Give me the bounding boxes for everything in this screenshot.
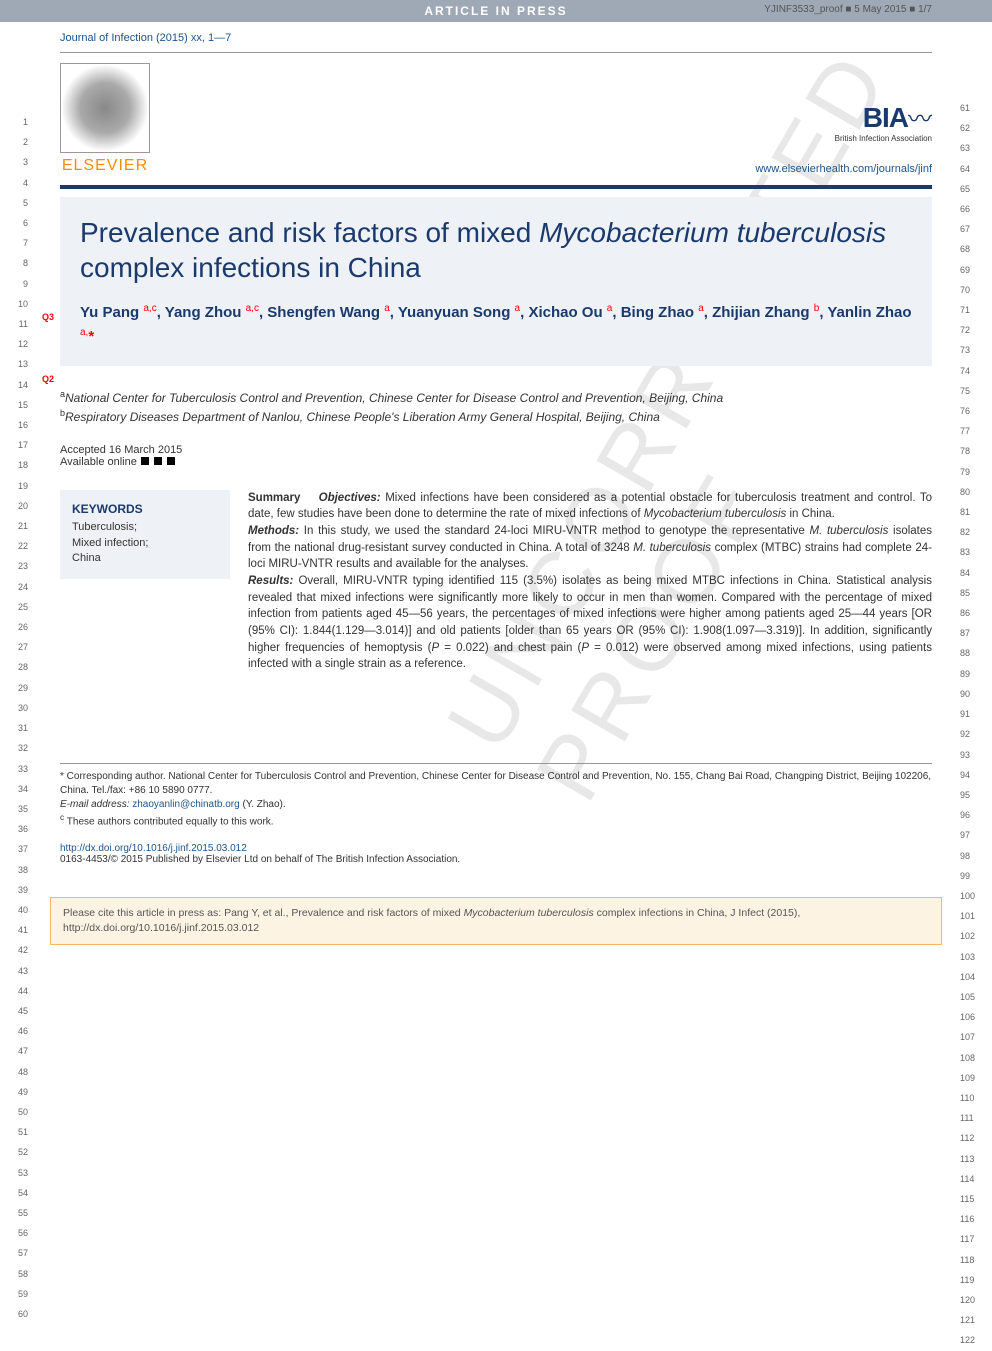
bia-logo-block: BIA〰 British Infection Association www.e… [755,99,932,175]
bia-logo: BIA〰 [755,99,932,134]
blackbox-icon [141,457,149,465]
dates-block: Accepted 16 March 2015 Available online [60,444,932,468]
title-block: Q3 Prevalence and risk factors of mixed … [60,197,932,366]
affiliation-a: aNational Center for Tuberculosis Contro… [60,388,932,407]
results-text: Overall, MIRU-VNTR typing identified 115… [248,575,932,670]
publisher-header: ELSEVIER BIA〰 British Infection Associat… [60,52,932,189]
email-line: E-mail address: zhaoyanlin@chinatb.org (… [60,798,932,812]
doi-block: http://dx.doi.org/10.1016/j.jinf.2015.03… [60,843,932,865]
elsevier-name: ELSEVIER [62,157,148,175]
elsevier-logo-block: ELSEVIER [60,63,150,175]
equal-contribution: c These authors contributed equally to t… [60,812,932,829]
bia-subtitle: British Infection Association [755,134,932,143]
blackbox-icon [154,457,162,465]
line-numbers-right: 6162636465666768697071727374757677787980… [960,98,980,1351]
press-label: ARTICLE IN PRESS [424,4,567,18]
results-label: Results: [248,575,293,587]
keywords-list: Tuberculosis;Mixed infection;China [72,520,218,568]
q3-marker: Q3 [42,312,54,322]
article-title: Prevalence and risk factors of mixed Myc… [80,215,912,285]
available-date: Available online [60,456,932,468]
elsevier-tree-icon [60,63,150,153]
keywords-box: KEYWORDS Tuberculosis;Mixed infection;Ch… [60,490,230,580]
blackbox-icon [167,457,175,465]
corresponding-author: * Corresponding author. National Center … [60,770,932,798]
journal-url-link[interactable]: www.elsevierhealth.com/journals/jinf [755,163,932,175]
methods-text: In this study, we used the standard 24-l… [248,525,932,570]
objectives-label: Objectives: [319,492,381,504]
summary-column: Summary Objectives: Mixed infections hav… [248,490,932,673]
page-content: 1234567891011121314151617181920212223242… [0,22,992,885]
keywords-heading: KEYWORDS [72,502,218,516]
citation-text: Please cite this article in press as: Pa… [63,907,800,934]
bia-name: BIA [863,102,908,133]
doi-link[interactable]: http://dx.doi.org/10.1016/j.jinf.2015.03… [60,843,247,854]
affiliations: aNational Center for Tuberculosis Contro… [60,388,932,426]
summary-label: Summary [248,492,300,504]
accepted-date: Accepted 16 March 2015 [60,444,932,456]
citation-box: Please cite this article in press as: Pa… [50,897,942,944]
authors-list: Yu Pang a,c, Yang Zhou a,c, Shengfen Wan… [80,301,912,348]
copyright-text: 0163-4453/© 2015 Published by Elsevier L… [60,854,460,865]
journal-reference: Journal of Infection (2015) xx, 1—7 [60,32,932,44]
press-header: ARTICLE IN PRESS YJINF3533_proof ■ 5 May… [0,0,992,22]
methods-label: Methods: [248,525,299,537]
line-numbers-left: 1234567891011121314151617181920212223242… [12,112,28,1324]
proof-ref: YJINF3533_proof ■ 5 May 2015 ■ 1/7 [764,4,932,15]
email-link[interactable]: zhaoyanlin@chinatb.org [132,799,239,810]
q2-marker: Q2 [42,374,54,384]
footnotes: * Corresponding author. National Center … [60,763,932,829]
affiliation-b: bRespiratory Diseases Department of Nanl… [60,407,932,426]
abstract-row: KEYWORDS Tuberculosis;Mixed infection;Ch… [60,490,932,673]
bia-wave-icon: 〰 [908,99,932,134]
